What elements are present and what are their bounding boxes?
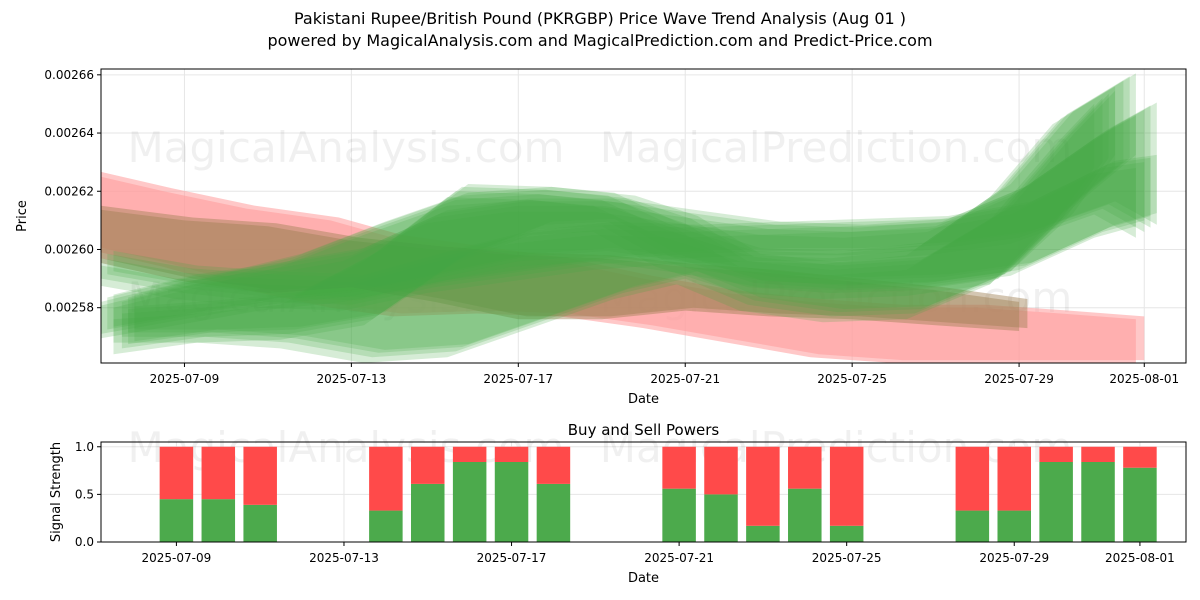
price-xtick-label: 2025-07-17: [483, 372, 553, 386]
price-band-green-wave-3: [134, 90, 1116, 350]
price-band-green-wave-3: [113, 103, 1095, 363]
price-xtick-label: 2025-07-29: [984, 372, 1054, 386]
watermark-text: MagicalPrediction.com: [600, 123, 1073, 172]
sell-bar: [494, 446, 529, 462]
buy-bar: [704, 494, 738, 542]
signal-chart-title: Buy and Sell Powers: [568, 421, 720, 439]
signal-y-axis-label: Signal Strength: [49, 442, 64, 542]
price-band-green-wave-3: [128, 93, 1109, 353]
price-xtick-label: 2025-07-13: [317, 372, 387, 386]
watermark-text: MagicalAnalysis.com: [128, 423, 565, 472]
price-y-axis-label: Price: [15, 200, 30, 232]
buy-bar: [452, 462, 487, 542]
sell-bar: [452, 446, 487, 462]
price-band-green-wave-4: [107, 105, 1151, 330]
price-band-red-wave: [101, 171, 1145, 361]
sell-bar: [1039, 446, 1073, 462]
buy-bar: [494, 462, 529, 542]
watermark-text: MagicalAnalysis.com: [128, 123, 565, 172]
buy-bar: [1081, 462, 1115, 542]
sell-bar: [1123, 446, 1157, 468]
sell-bar: [159, 446, 194, 500]
buy-bar: [536, 483, 571, 542]
buy-bar: [997, 510, 1031, 542]
sell-bar: [997, 446, 1031, 511]
sell-bar: [746, 446, 780, 526]
signal-plot-frame: [100, 441, 1187, 543]
price-band-green-wave-2: [134, 73, 1136, 330]
sell-bar: [955, 446, 990, 511]
price-band-green-wave-3: [121, 98, 1103, 358]
price-ytick-label: 0.00264: [44, 126, 94, 140]
buy-bar: [1123, 467, 1157, 542]
price-bands: [101, 73, 1157, 363]
sell-bar: [829, 446, 864, 526]
price-ytick-label: 0.00260: [44, 242, 94, 256]
buy-bar: [746, 525, 780, 542]
signal-xtick-label: 2025-08-01: [1105, 551, 1175, 565]
sell-bar: [243, 446, 277, 505]
buy-bar: [788, 488, 822, 542]
buy-bar: [369, 510, 403, 542]
price-band-green-wave-2: [128, 76, 1130, 333]
sell-bar: [369, 446, 403, 511]
sell-bar: [411, 446, 445, 484]
signal-xtick-label: 2025-07-25: [812, 551, 882, 565]
price-band-green-wave-1: [101, 168, 1136, 311]
price-band-brown-wave: [101, 209, 1020, 331]
sell-bar: [1081, 446, 1115, 462]
price-band-green-wave-4: [113, 102, 1157, 327]
buy-bar: [411, 483, 445, 542]
signal-ytick-label: 1.0: [75, 440, 94, 454]
buy-bar: [662, 488, 696, 542]
signal-x-axis-label: Date: [628, 571, 659, 586]
signal-ytick-label: 0.5: [75, 487, 94, 501]
price-band-brown-wave: [101, 205, 1028, 329]
price-plot-frame: [100, 68, 1187, 364]
buy-bar: [955, 510, 990, 542]
price-band-green-wave-4: [101, 109, 1145, 334]
sell-bar: [201, 446, 236, 500]
sell-bar: [704, 446, 738, 495]
price-band-green-wave-1: [107, 157, 1151, 301]
price-xtick-label: 2025-07-09: [150, 372, 220, 386]
price-ytick-label: 0.00262: [44, 184, 94, 198]
sell-bar: [536, 446, 571, 484]
buy-bar: [243, 504, 277, 542]
chart-title-line1: Pakistani Rupee/British Pound (PKRGBP) P…: [293, 9, 907, 28]
sell-bar: [788, 446, 822, 489]
price-band-green-wave-2: [121, 80, 1124, 337]
buy-bar: [1039, 462, 1073, 542]
price-xtick-label: 2025-07-25: [817, 372, 887, 386]
buy-bar: [201, 499, 236, 542]
price-ytick-label: 0.00258: [44, 301, 94, 315]
price-ytick-label: 0.00266: [44, 68, 94, 82]
price-x-axis-label: Date: [628, 392, 659, 407]
signal-xtick-label: 2025-07-29: [979, 551, 1049, 565]
signal-xtick-label: 2025-07-21: [644, 551, 714, 565]
price-band-green-wave-1: [101, 162, 1145, 305]
price-xtick-label: 2025-07-21: [650, 372, 720, 386]
buy-bar: [159, 499, 194, 542]
signal-xtick-label: 2025-07-17: [477, 551, 547, 565]
signal-xtick-label: 2025-07-13: [309, 551, 379, 565]
price-band-green-wave-1: [113, 154, 1157, 298]
buy-bar: [829, 525, 864, 542]
chart-title: Pakistani Rupee/British Pound (PKRGBP) P…: [0, 8, 1200, 52]
signal-ytick-label: 0.0: [75, 535, 94, 549]
signal-xtick-label: 2025-07-09: [142, 551, 212, 565]
price-band-green-wave-2: [113, 86, 1116, 343]
chart-title-line2: powered by MagicalAnalysis.com and Magic…: [267, 31, 933, 50]
sell-bar: [662, 446, 696, 489]
price-xtick-label: 2025-08-01: [1109, 372, 1179, 386]
price-band-green-wave-4: [101, 115, 1136, 339]
